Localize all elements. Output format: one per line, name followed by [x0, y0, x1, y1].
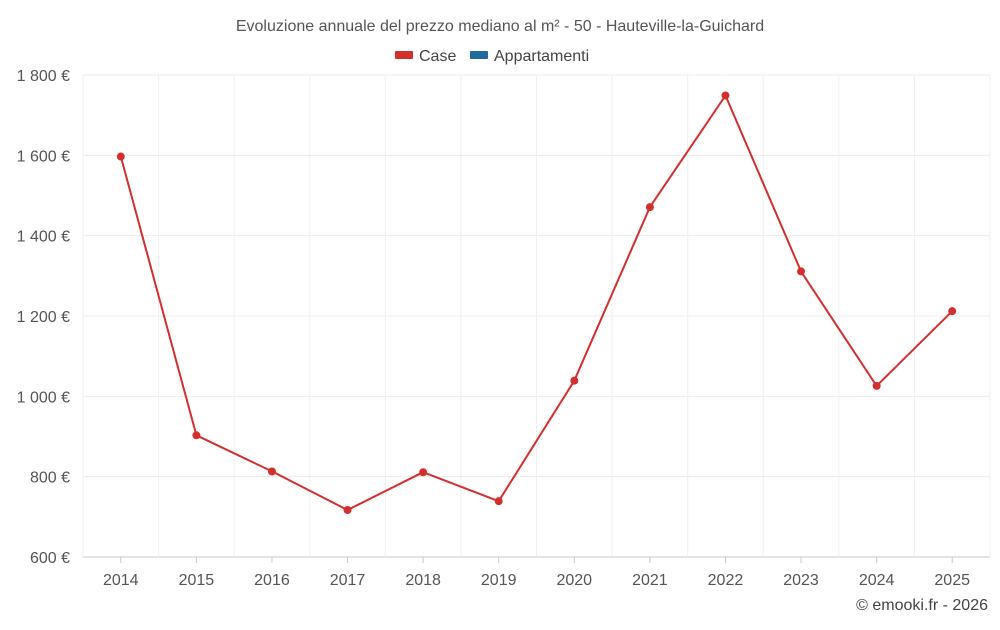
y-tick-label: 1 000 €: [17, 389, 70, 406]
x-tick-label: 2018: [405, 572, 441, 589]
legend-swatch-appartamenti: [470, 51, 488, 59]
x-tick-label: 2015: [179, 572, 215, 589]
y-tick-label: 600 €: [30, 550, 70, 567]
data-point[interactable]: [797, 267, 806, 276]
y-axis: 600 € 800 € 1 000 € 1 200 € 1 400 € 1 600 € 1 …: [17, 68, 70, 567]
y-tick-label: 1 800 €: [17, 68, 70, 85]
chart-title: Evoluzione annuale del prezzo mediano al…: [236, 18, 764, 35]
legend-swatch-case: [395, 51, 413, 59]
legend: Case Appartamenti: [395, 48, 589, 65]
data-point[interactable]: [494, 497, 503, 506]
data-point[interactable]: [948, 307, 957, 316]
data-point[interactable]: [645, 203, 654, 212]
legend-item-case[interactable]: Case: [395, 48, 456, 65]
x-tick-label: 2019: [481, 572, 517, 589]
y-tick-label: 800 €: [30, 470, 70, 487]
y-tick-label: 1 200 €: [17, 309, 70, 326]
y-tick-label: 1 600 €: [17, 148, 70, 165]
x-axis: 2014 2015 2016 2017 2018 2019 2020 2021 2022 2023…: [103, 557, 970, 589]
x-tick-label: 2021: [632, 572, 668, 589]
data-point[interactable]: [419, 468, 428, 477]
y-tick-label: 1 400 €: [17, 229, 70, 246]
data-point[interactable]: [872, 381, 881, 390]
data-point[interactable]: [116, 152, 125, 161]
x-tick-label: 2025: [934, 572, 970, 589]
data-point[interactable]: [267, 467, 276, 476]
x-tick-label: 2017: [330, 572, 366, 589]
credit-text: © emooki.fr - 2026: [856, 597, 988, 614]
grid: [82, 74, 991, 558]
data-point[interactable]: [192, 431, 201, 440]
series-line-case: [119, 94, 953, 511]
legend-label-case: Case: [419, 48, 456, 65]
x-tick-label: 2023: [783, 572, 819, 589]
legend-item-appartamenti[interactable]: Appartamenti: [470, 48, 589, 65]
data-point[interactable]: [343, 506, 352, 515]
legend-label-appartamenti: Appartamenti: [494, 48, 589, 65]
x-tick-label: 2022: [708, 572, 744, 589]
x-tick-label: 2020: [556, 572, 592, 589]
x-tick-label: 2014: [103, 572, 139, 589]
data-point[interactable]: [570, 376, 579, 385]
data-point[interactable]: [721, 91, 730, 100]
series-layer: [116, 91, 957, 515]
x-tick-label: 2024: [859, 572, 895, 589]
x-tick-label: 2016: [254, 572, 290, 589]
